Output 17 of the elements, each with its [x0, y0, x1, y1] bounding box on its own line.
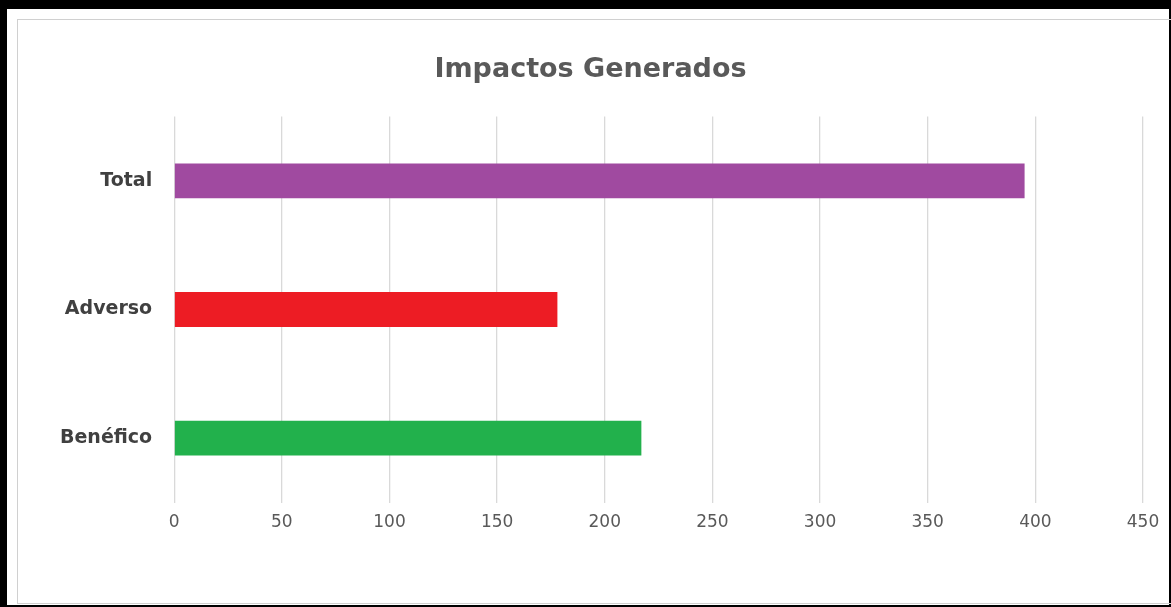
chart-title: Impactos Generados — [434, 52, 747, 84]
x-tick-label: 450 — [1126, 511, 1160, 532]
bar — [174, 163, 1025, 199]
x-tick-label: 300 — [803, 511, 837, 532]
y-tick-label: Total — [100, 167, 153, 190]
x-tick-label: 400 — [1019, 511, 1052, 532]
x-tick-label: 50 — [271, 511, 293, 532]
x-tick-label: 0 — [168, 511, 180, 532]
x-tick-label: 250 — [696, 511, 729, 532]
x-tick-label: 200 — [588, 511, 621, 532]
y-tick-label: Benéfico — [59, 425, 153, 448]
y-tick-label: Adverso — [64, 296, 153, 319]
x-tick-label: 100 — [373, 511, 406, 532]
x-tick-label: 150 — [480, 511, 514, 532]
bar — [174, 292, 558, 327]
x-tick-label: 350 — [911, 511, 944, 532]
bar — [174, 420, 642, 456]
